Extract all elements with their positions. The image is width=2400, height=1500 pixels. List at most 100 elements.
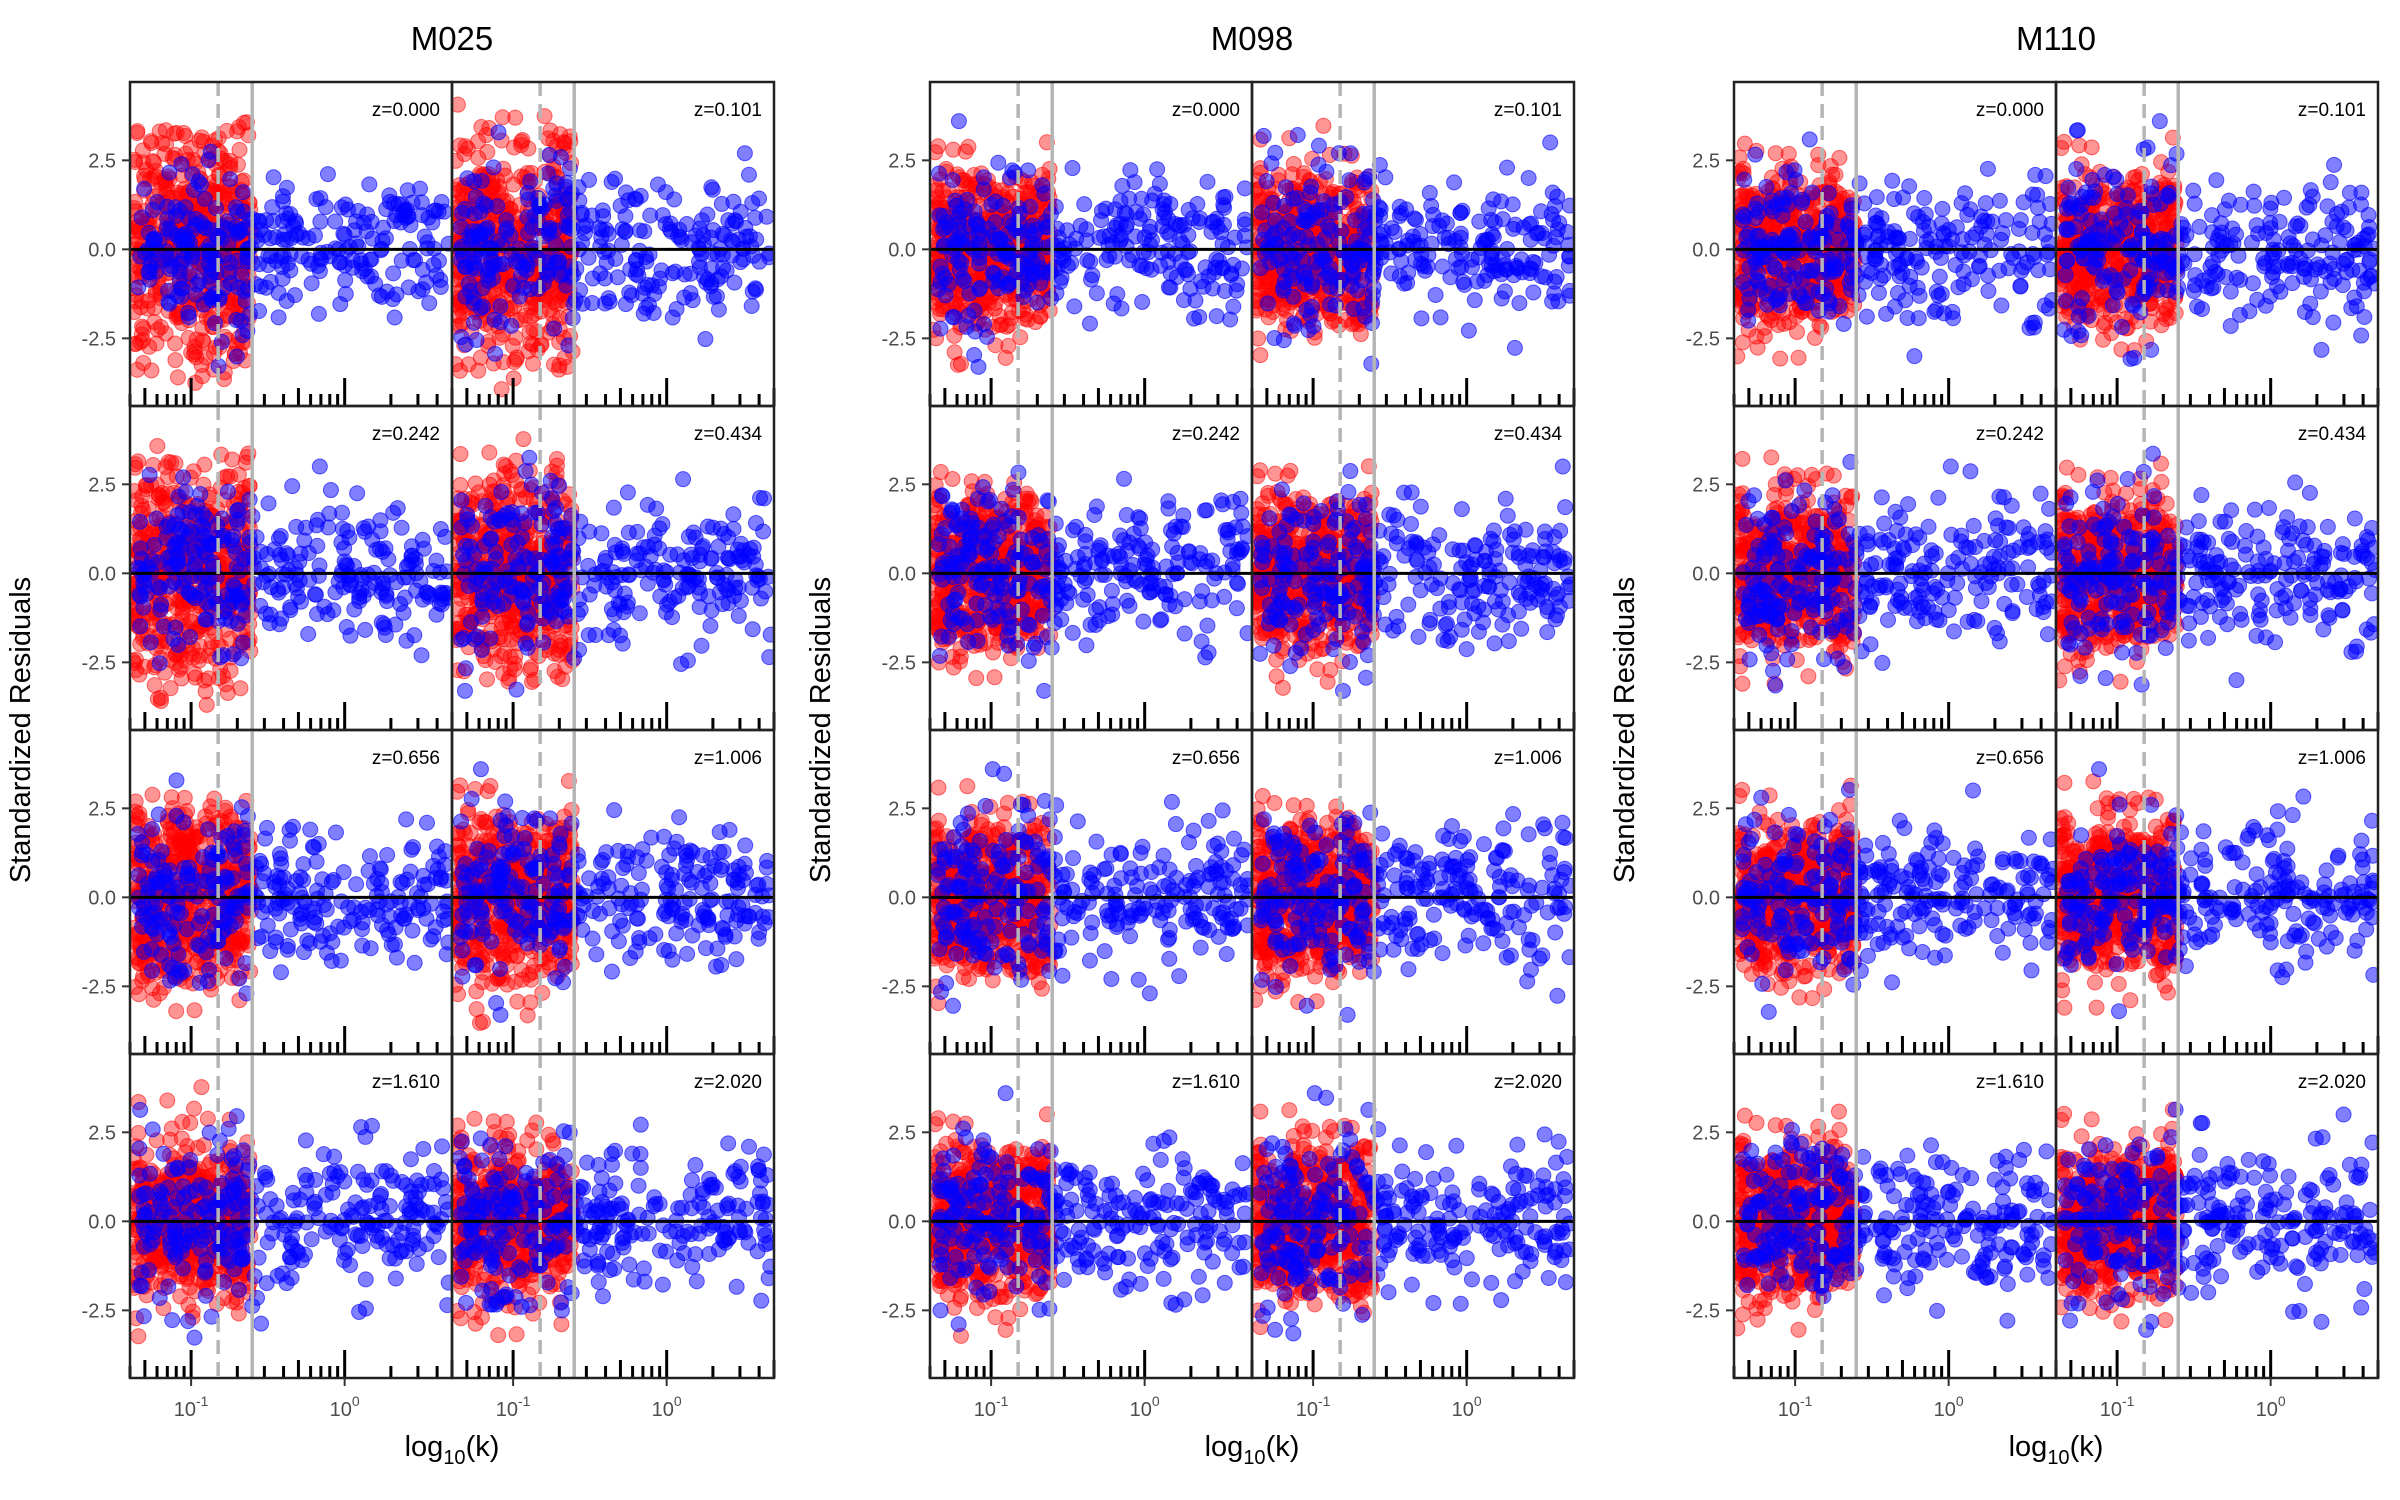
blue-point <box>225 835 242 852</box>
blue-point <box>761 649 774 666</box>
blue-point <box>655 562 672 579</box>
blue-point <box>725 506 742 523</box>
blue-point <box>530 280 547 297</box>
red-point <box>508 351 525 368</box>
blue-point <box>580 249 597 266</box>
blue-point <box>300 230 317 247</box>
blue-point <box>372 512 389 529</box>
y-tick-label: -2.5 <box>82 652 116 674</box>
red-point <box>470 362 487 379</box>
points-layer <box>452 96 774 398</box>
blue-point <box>459 170 476 187</box>
blue-point <box>493 484 510 501</box>
red-point <box>160 469 177 486</box>
blue-point <box>472 230 489 247</box>
blue-point <box>333 199 350 216</box>
blue-point <box>194 526 211 543</box>
blue-point <box>433 193 450 210</box>
blue-point <box>252 278 269 295</box>
blue-point <box>508 681 525 698</box>
blue-point <box>679 652 696 669</box>
blue-point <box>668 301 685 318</box>
blue-point <box>406 954 423 971</box>
blue-point <box>200 961 217 978</box>
red-point <box>513 137 530 154</box>
red-point <box>494 109 511 126</box>
blue-point <box>675 471 692 488</box>
blue-point <box>521 449 538 466</box>
blue-point <box>258 897 275 914</box>
blue-point <box>609 269 626 286</box>
red-point <box>213 446 230 463</box>
red-point <box>146 299 163 316</box>
red-point <box>482 777 499 794</box>
red-point <box>452 446 469 463</box>
blue-point <box>419 234 436 251</box>
blue-point <box>168 772 185 789</box>
blue-point <box>762 626 774 643</box>
blue-point <box>177 226 194 243</box>
blue-point <box>311 557 328 574</box>
blue-point <box>722 232 739 249</box>
blue-point <box>552 939 569 956</box>
blue-point <box>631 222 648 239</box>
blue-point <box>176 860 193 877</box>
blue-point <box>703 229 720 246</box>
blue-point <box>200 821 217 838</box>
red-point <box>193 129 210 146</box>
blue-point <box>487 345 504 362</box>
blue-point <box>535 634 552 651</box>
blue-point <box>392 874 409 891</box>
blue-point <box>348 876 365 893</box>
red-point <box>497 458 514 475</box>
blue-point <box>744 194 761 211</box>
blue-point <box>141 466 158 483</box>
blue-point <box>225 538 242 555</box>
redshift-label: z=0.000 <box>372 100 440 121</box>
blue-point <box>359 206 376 223</box>
red-point <box>452 356 464 373</box>
blue-point <box>218 869 235 886</box>
blue-point <box>534 610 551 627</box>
red-point <box>493 381 510 398</box>
blue-point <box>463 790 480 807</box>
blue-point <box>130 279 147 296</box>
blue-point <box>222 612 239 629</box>
blue-point <box>541 219 558 236</box>
red-point <box>481 476 498 493</box>
blue-point <box>219 483 236 500</box>
red-point <box>470 484 487 501</box>
red-point <box>502 613 519 630</box>
blue-point <box>547 515 564 532</box>
red-point <box>452 601 466 618</box>
blue-point <box>182 629 199 646</box>
blue-point <box>265 169 282 186</box>
blue-point <box>600 290 617 307</box>
blue-point <box>752 489 769 506</box>
blue-point <box>196 190 213 207</box>
blue-point <box>164 258 181 275</box>
blue-point <box>130 826 146 843</box>
blue-point <box>428 267 445 284</box>
blue-point <box>629 523 646 540</box>
blue-point <box>142 634 159 651</box>
blue-point <box>279 941 296 958</box>
blue-point <box>592 265 609 282</box>
blue-point <box>307 909 324 926</box>
redshift-label: z=0.242 <box>372 424 440 445</box>
blue-point <box>425 857 442 874</box>
blue-point <box>266 541 283 558</box>
blue-point <box>386 309 403 326</box>
blue-point <box>217 950 234 967</box>
red-point <box>452 96 466 113</box>
blue-point <box>421 586 438 603</box>
blue-point <box>465 295 482 312</box>
blue-point <box>678 216 695 233</box>
blue-point <box>748 231 765 248</box>
red-point <box>520 966 537 983</box>
red-point <box>204 804 221 821</box>
blue-point <box>148 926 165 943</box>
blue-point <box>687 529 704 546</box>
x-axis-label: log10(k) <box>405 1431 500 1469</box>
blue-point <box>454 968 471 985</box>
